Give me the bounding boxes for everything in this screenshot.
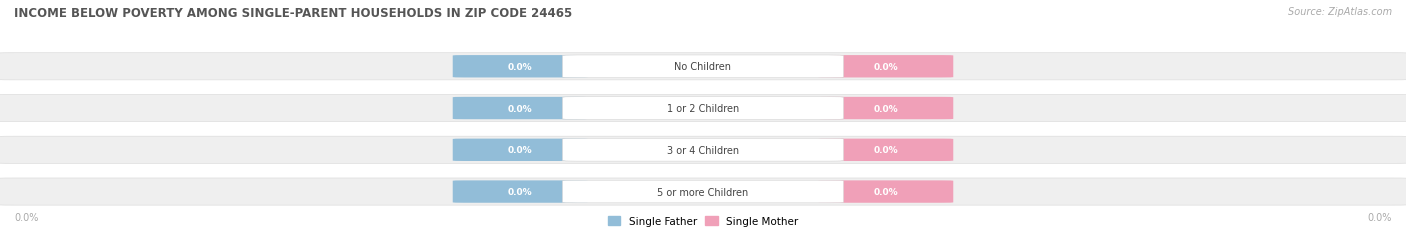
Text: 0.0%: 0.0% bbox=[873, 104, 898, 113]
FancyBboxPatch shape bbox=[453, 139, 588, 161]
Text: No Children: No Children bbox=[675, 62, 731, 72]
FancyBboxPatch shape bbox=[818, 97, 953, 120]
Text: INCOME BELOW POVERTY AMONG SINGLE-PARENT HOUSEHOLDS IN ZIP CODE 24465: INCOME BELOW POVERTY AMONG SINGLE-PARENT… bbox=[14, 7, 572, 20]
FancyBboxPatch shape bbox=[562, 139, 844, 161]
FancyBboxPatch shape bbox=[562, 97, 844, 120]
Text: 0.0%: 0.0% bbox=[1368, 212, 1392, 222]
Text: 0.0%: 0.0% bbox=[508, 146, 533, 155]
FancyBboxPatch shape bbox=[818, 56, 953, 78]
Legend: Single Father, Single Mother: Single Father, Single Mother bbox=[607, 216, 799, 226]
Text: Source: ZipAtlas.com: Source: ZipAtlas.com bbox=[1288, 7, 1392, 17]
FancyBboxPatch shape bbox=[562, 56, 844, 78]
FancyBboxPatch shape bbox=[0, 95, 1406, 122]
FancyBboxPatch shape bbox=[453, 181, 588, 203]
Text: 0.0%: 0.0% bbox=[873, 187, 898, 196]
FancyBboxPatch shape bbox=[453, 97, 588, 120]
Text: 1 or 2 Children: 1 or 2 Children bbox=[666, 103, 740, 114]
Text: 5 or more Children: 5 or more Children bbox=[658, 187, 748, 197]
Text: 0.0%: 0.0% bbox=[14, 212, 38, 222]
FancyBboxPatch shape bbox=[0, 137, 1406, 164]
Text: 0.0%: 0.0% bbox=[873, 63, 898, 71]
FancyBboxPatch shape bbox=[0, 178, 1406, 205]
Text: 3 or 4 Children: 3 or 4 Children bbox=[666, 145, 740, 155]
FancyBboxPatch shape bbox=[818, 181, 953, 203]
Text: 0.0%: 0.0% bbox=[873, 146, 898, 155]
FancyBboxPatch shape bbox=[0, 54, 1406, 81]
Text: 0.0%: 0.0% bbox=[508, 104, 533, 113]
FancyBboxPatch shape bbox=[818, 139, 953, 161]
FancyBboxPatch shape bbox=[453, 56, 588, 78]
Text: 0.0%: 0.0% bbox=[508, 187, 533, 196]
FancyBboxPatch shape bbox=[562, 180, 844, 203]
Text: 0.0%: 0.0% bbox=[508, 63, 533, 71]
